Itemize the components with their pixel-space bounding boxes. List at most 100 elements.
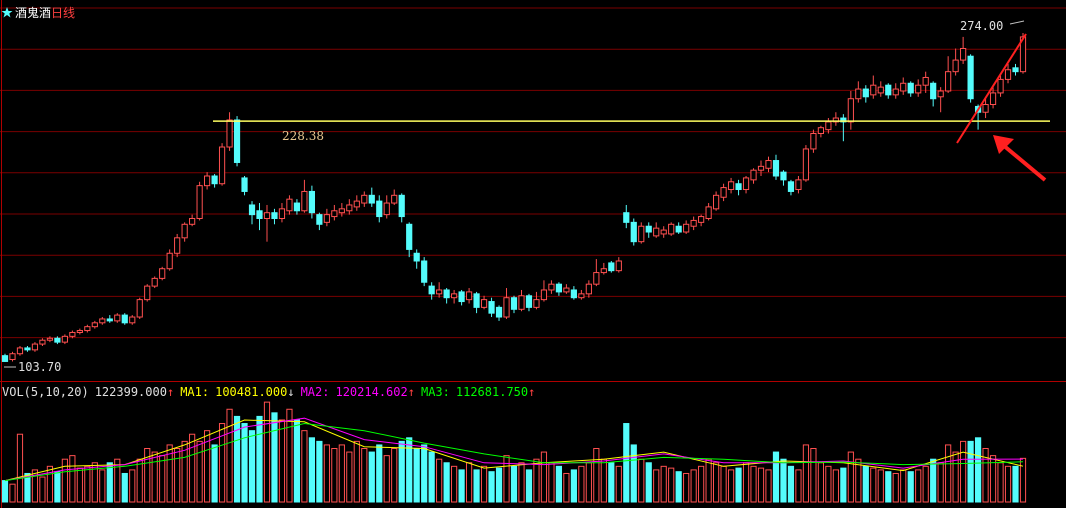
candle-body bbox=[338, 208, 345, 214]
candle-body bbox=[353, 200, 360, 208]
candle-body bbox=[668, 223, 675, 235]
volume-bar bbox=[907, 471, 914, 503]
candle-body bbox=[218, 146, 226, 185]
candle-body bbox=[742, 177, 750, 191]
volume-bar bbox=[1012, 465, 1019, 503]
candle-body bbox=[391, 194, 398, 204]
volume-bar bbox=[780, 458, 787, 503]
candle-body bbox=[690, 219, 697, 227]
candle-body bbox=[585, 283, 592, 295]
volume-bar bbox=[989, 455, 997, 503]
candle-body bbox=[885, 84, 892, 96]
volume-bar bbox=[900, 469, 907, 503]
volume-bar bbox=[248, 430, 256, 503]
volume-bar bbox=[578, 465, 585, 503]
candle-body bbox=[750, 169, 757, 181]
volume-bar bbox=[480, 465, 488, 503]
volume-bar bbox=[61, 458, 68, 503]
candle-body bbox=[488, 301, 495, 314]
candle-body bbox=[91, 322, 98, 328]
ma-name: MA3: bbox=[421, 385, 450, 399]
volume-bar bbox=[84, 465, 91, 503]
volume-bar bbox=[114, 458, 121, 503]
volume-bar bbox=[593, 448, 600, 503]
candle-body bbox=[855, 88, 862, 100]
high-pointer bbox=[1009, 20, 1025, 25]
volume-bar bbox=[24, 472, 31, 503]
candle-body bbox=[989, 92, 997, 106]
candle-body bbox=[39, 339, 46, 345]
volume-bar bbox=[683, 472, 690, 503]
volume-bar bbox=[922, 465, 929, 503]
candle-body bbox=[915, 84, 922, 94]
volume-bar bbox=[144, 448, 151, 503]
volume-bar bbox=[705, 458, 712, 503]
candle-body bbox=[69, 331, 76, 337]
candle-body bbox=[458, 291, 465, 303]
candle-body bbox=[271, 212, 278, 219]
volume-bar bbox=[233, 415, 241, 503]
volume-bar bbox=[915, 469, 922, 503]
candle-body bbox=[870, 84, 877, 96]
volume-bar bbox=[945, 444, 952, 503]
volume-bar bbox=[555, 465, 563, 503]
volume-bar bbox=[698, 465, 705, 503]
volume-bar bbox=[166, 444, 173, 503]
volume-bar bbox=[795, 469, 802, 503]
volume-bar bbox=[353, 440, 360, 503]
ma-arrow: ↓ bbox=[287, 385, 294, 399]
candle-body bbox=[877, 86, 884, 94]
volume-bar bbox=[668, 467, 675, 503]
candle-body bbox=[106, 318, 113, 322]
candle-body bbox=[967, 55, 974, 100]
candle-body bbox=[698, 216, 705, 223]
candle-body bbox=[810, 132, 817, 150]
candle-body bbox=[862, 88, 869, 98]
ma-arrow: ↑ bbox=[528, 385, 535, 399]
volume-bar bbox=[204, 430, 211, 503]
volume-bar bbox=[832, 469, 839, 503]
ma-value: 112681.750 bbox=[456, 385, 528, 399]
star-icon bbox=[1, 7, 13, 18]
candle-body bbox=[495, 306, 503, 318]
candle-body bbox=[46, 337, 54, 341]
arrow-head bbox=[993, 135, 1014, 154]
candle-body bbox=[683, 223, 690, 233]
high-label: 274.00 bbox=[960, 19, 1003, 33]
volume-bar bbox=[675, 471, 682, 503]
volume-bar bbox=[660, 465, 667, 503]
volume-bar bbox=[817, 462, 824, 503]
volume-bar bbox=[211, 444, 218, 503]
candle-body bbox=[398, 194, 405, 218]
candle-body bbox=[480, 299, 488, 308]
candle-body bbox=[16, 347, 24, 355]
candle-body bbox=[451, 293, 458, 299]
volume-bar bbox=[376, 444, 383, 503]
volume-bar bbox=[825, 465, 832, 503]
volume-bar bbox=[757, 467, 765, 503]
candle-body bbox=[196, 185, 203, 219]
candle-body bbox=[1, 355, 9, 362]
volume-bar bbox=[495, 467, 503, 503]
candle-body bbox=[705, 206, 712, 219]
volume-bar bbox=[510, 465, 518, 503]
volume-header: VOL(5,10,20) 122399.000↑ MA1: 100481.000↓ MA… bbox=[2, 385, 535, 399]
volume-bar bbox=[473, 469, 480, 503]
candle-body bbox=[997, 78, 1004, 94]
candle-body bbox=[144, 285, 151, 301]
volume-bar bbox=[503, 455, 510, 503]
candle-body bbox=[61, 335, 68, 343]
title: 酒鬼酒日线 bbox=[15, 5, 75, 20]
vol-value: 122399.000 bbox=[95, 385, 167, 399]
vol-name: VOL(5,10,20) bbox=[2, 385, 89, 399]
candle-body bbox=[9, 353, 16, 361]
volume-bar bbox=[974, 437, 982, 503]
candle-body bbox=[555, 283, 563, 293]
volume-bar bbox=[271, 412, 278, 503]
volume-bar bbox=[1019, 457, 1027, 503]
volume-bar bbox=[653, 469, 660, 503]
candle-body bbox=[570, 289, 577, 299]
candle-body bbox=[540, 289, 548, 301]
candle-body bbox=[930, 82, 937, 100]
volume-bar bbox=[982, 448, 989, 503]
